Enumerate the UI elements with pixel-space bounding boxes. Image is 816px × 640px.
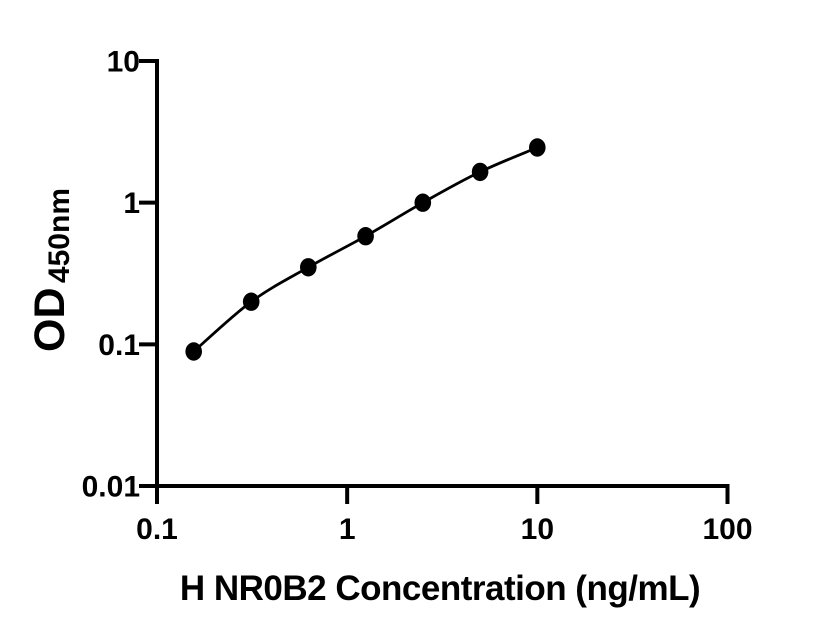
x-axis-title: H NR0B2 Concentration (ng/mL) bbox=[180, 569, 700, 608]
data-point-marker bbox=[471, 162, 489, 182]
axes-layer: 0.1 1 10 100 0.01 0.1 1 10 bbox=[82, 46, 753, 547]
data-point-marker bbox=[357, 227, 374, 246]
x-axis-tick-label: 1 bbox=[339, 513, 356, 546]
data-point-marker bbox=[242, 292, 260, 311]
data-point-marker bbox=[414, 193, 432, 212]
y-axis-title: OD 450nm bbox=[26, 188, 76, 352]
y-axis-tick-label: 1 bbox=[123, 187, 140, 220]
x-axis-tick-label: 10 bbox=[521, 513, 554, 546]
y-axis-title-subscript: 450nm bbox=[43, 188, 76, 283]
data-point-marker bbox=[529, 138, 546, 157]
data-point-marker bbox=[300, 258, 317, 277]
x-axis-tick-label: 100 bbox=[702, 513, 752, 546]
y-axis-tick-label: 0.1 bbox=[98, 329, 140, 362]
data-point-marker bbox=[185, 342, 202, 361]
y-axis-tick-label: 10 bbox=[107, 46, 140, 79]
data-series-layer bbox=[185, 138, 546, 361]
x-axis-tick-label: 0.1 bbox=[136, 513, 178, 546]
y-axis-title-main: OD bbox=[26, 288, 74, 353]
y-axis-tick-label: 0.01 bbox=[82, 471, 140, 504]
